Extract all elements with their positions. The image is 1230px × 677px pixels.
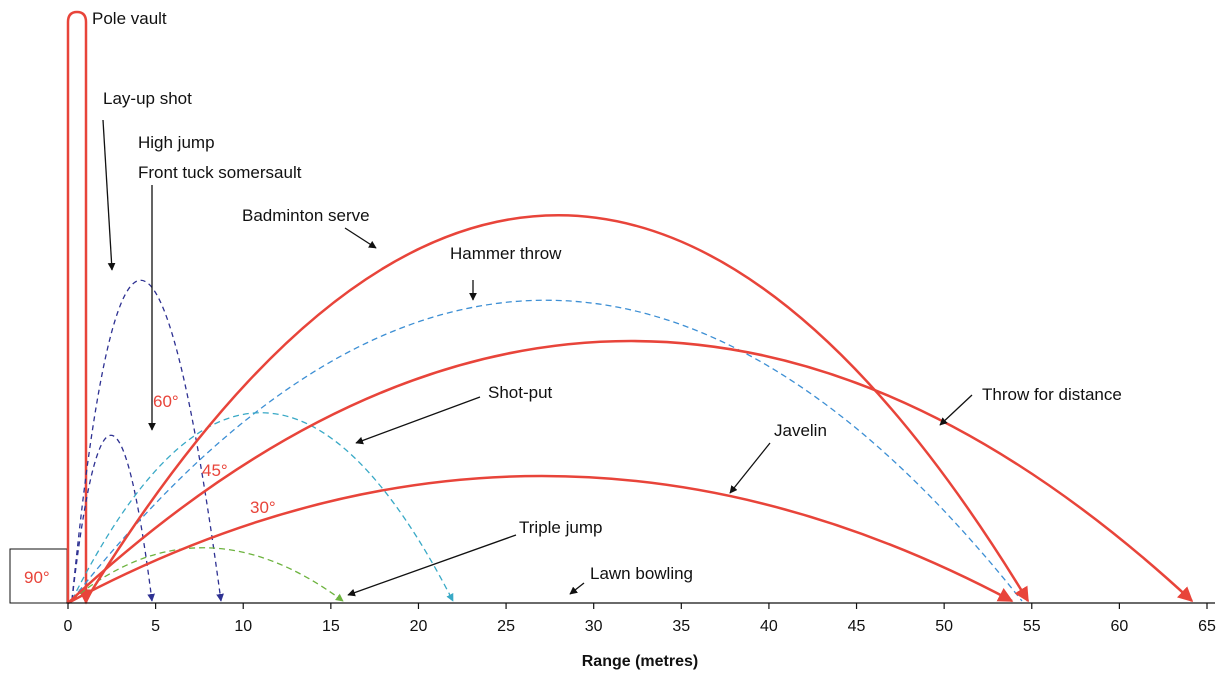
pole-vault-trajectory bbox=[66, 10, 94, 605]
x-tick-label: 35 bbox=[672, 618, 690, 635]
label-hammer-throw: Hammer throw bbox=[450, 244, 562, 263]
throw-for-distance-trajectory bbox=[67, 339, 1194, 604]
angle-30-label: 30° bbox=[250, 498, 276, 517]
badminton-pointer bbox=[344, 227, 377, 249]
x-tick-label: 45 bbox=[848, 618, 866, 635]
x-tick-label: 30 bbox=[585, 618, 603, 635]
hammer-throw-trajectory bbox=[71, 299, 1023, 602]
angle-45-label: 45° bbox=[202, 461, 228, 480]
label-triple-jump: Triple jump bbox=[519, 518, 602, 537]
x-tick-label: 55 bbox=[1023, 618, 1041, 635]
javelin-trajectory bbox=[67, 474, 1014, 605]
angle-60-label: 60° bbox=[153, 392, 179, 411]
label-badminton-serve: Badminton serve bbox=[242, 206, 370, 225]
layup-pointer bbox=[102, 119, 116, 271]
badminton-serve-trajectory bbox=[84, 214, 1030, 603]
x-axis-ticks: 0 5 10 15 20 25 30 35 40 45 50 55 60 65 bbox=[64, 603, 1216, 635]
lawn-bowling-pointer bbox=[569, 582, 585, 595]
label-front-tuck: Front tuck somersault bbox=[138, 163, 302, 182]
x-axis-title: Range (metres) bbox=[582, 653, 698, 670]
x-tick-label: 10 bbox=[234, 618, 252, 635]
x-tick-label: 40 bbox=[760, 618, 778, 635]
throw-distance-pointer bbox=[939, 394, 973, 426]
x-tick-label: 25 bbox=[497, 618, 515, 635]
x-tick-label: 20 bbox=[410, 618, 428, 635]
teal-trajectory bbox=[71, 412, 454, 602]
label-shot-put: Shot-put bbox=[488, 383, 553, 402]
layup-shot-trajectory bbox=[71, 279, 224, 602]
label-high-jump: High jump bbox=[138, 133, 215, 152]
label-throw-for-distance: Throw for distance bbox=[982, 385, 1122, 404]
label-javelin: Javelin bbox=[774, 421, 827, 440]
label-lawn-bowling: Lawn bowling bbox=[590, 564, 693, 583]
javelin-pointer bbox=[729, 442, 771, 494]
angle-90-label: 90° bbox=[24, 568, 50, 587]
x-tick-label: 15 bbox=[322, 618, 340, 635]
x-tick-label: 65 bbox=[1198, 618, 1216, 635]
x-tick-label: 60 bbox=[1110, 618, 1128, 635]
x-tick-label: 0 bbox=[64, 618, 73, 635]
triple-jump-pointer bbox=[347, 534, 517, 597]
x-tick-label: 5 bbox=[151, 618, 160, 635]
shot-put-pointer bbox=[355, 396, 481, 445]
triple-jump-trajectory bbox=[71, 547, 344, 602]
label-pole-vault: Pole vault bbox=[92, 9, 167, 28]
label-layup-shot: Lay-up shot bbox=[103, 89, 192, 108]
x-tick-label: 50 bbox=[935, 618, 953, 635]
high-jump-trajectory bbox=[71, 434, 155, 602]
